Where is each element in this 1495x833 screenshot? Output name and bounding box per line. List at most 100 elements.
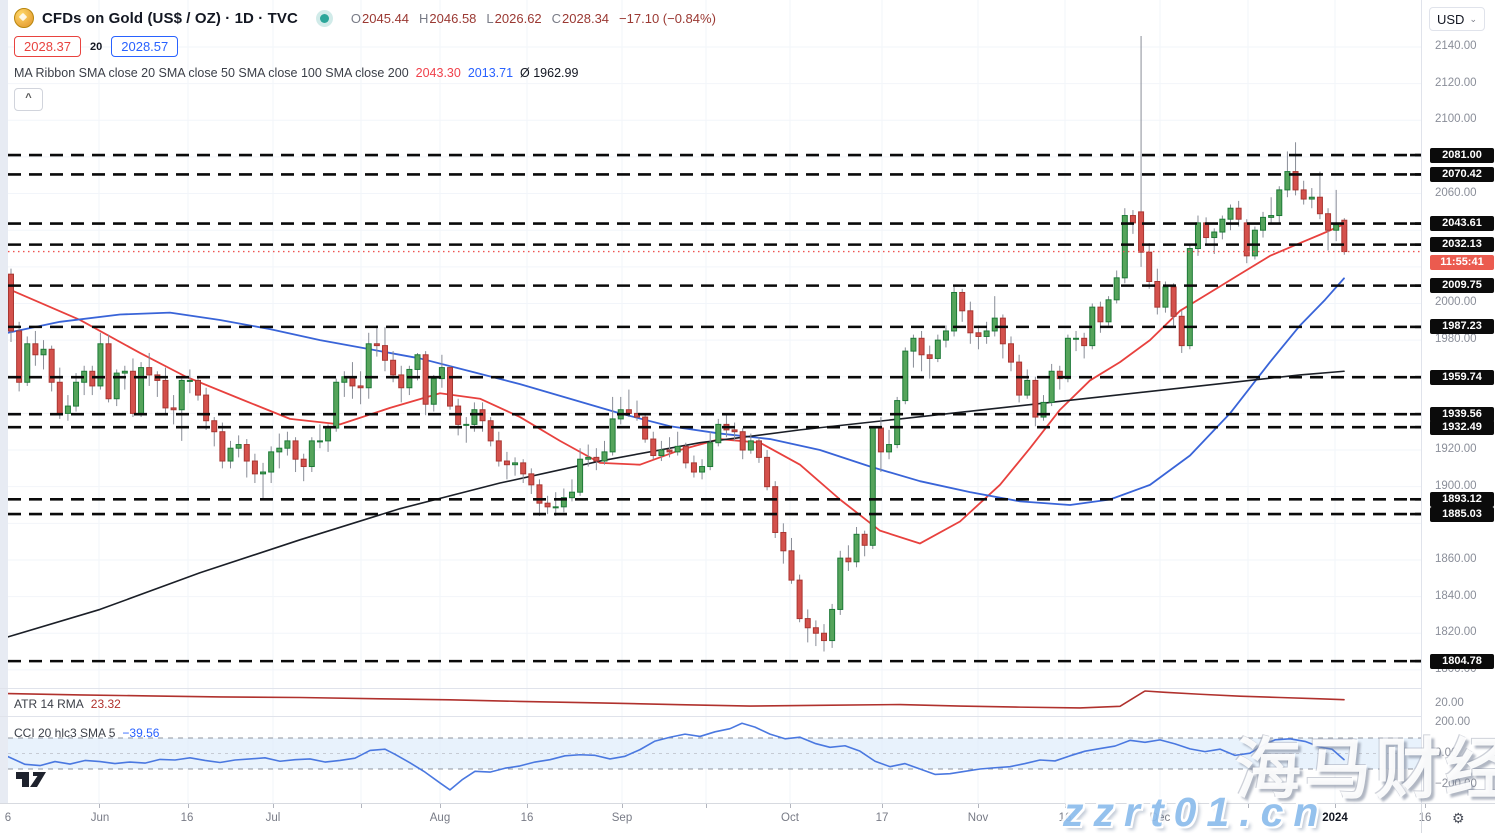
level-axis-tick xyxy=(1410,173,1424,176)
time-axis-label: 16 xyxy=(1058,812,1072,824)
candle xyxy=(837,557,844,610)
pane-separator-atr-cci[interactable] xyxy=(0,716,1495,717)
sma-200-line xyxy=(7,370,1345,638)
time-axis-tick xyxy=(1335,804,1336,808)
candle xyxy=(593,456,600,462)
gear-icon[interactable]: ⚙ xyxy=(1452,810,1465,826)
left-toolbar-strip xyxy=(0,0,8,833)
candle xyxy=(292,440,299,460)
pane-separator-main-atr[interactable] xyxy=(0,688,1495,689)
candle xyxy=(162,379,169,409)
cci-value: −39.56 xyxy=(122,726,160,740)
candle xyxy=(536,484,543,504)
time-axis-tick xyxy=(1425,804,1426,808)
candle xyxy=(682,445,689,464)
candle xyxy=(601,451,608,462)
cci-legend[interactable]: CCI 20 hlc3 SMA 5 −39.56 xyxy=(14,726,159,740)
tradingview-logo[interactable] xyxy=(15,770,49,792)
candle xyxy=(406,368,413,389)
candle xyxy=(1276,189,1283,217)
atr-legend[interactable]: ATR 14 RMA 23.32 xyxy=(14,697,121,711)
cci-line xyxy=(7,722,1345,791)
sell-button[interactable]: 2028.37 xyxy=(14,36,81,57)
price-level-label: 2043.61 xyxy=(1430,216,1494,232)
gold-coin-icon xyxy=(14,8,34,28)
atr-line xyxy=(7,690,1345,709)
time-axis-label: Jul xyxy=(265,812,281,824)
candle xyxy=(812,627,819,634)
price-axis-label: 2140.00 xyxy=(1435,40,1477,52)
low-key: L xyxy=(486,10,494,26)
candle xyxy=(1300,189,1307,200)
time-axis-tick xyxy=(1160,804,1161,808)
buy-button[interactable]: 2028.57 xyxy=(111,36,179,57)
candle xyxy=(1056,370,1063,380)
candle xyxy=(991,317,998,332)
level-axis-tick xyxy=(1410,375,1424,379)
candlesticks xyxy=(8,36,1348,652)
time-axis-label: Sep xyxy=(611,812,633,824)
candle xyxy=(105,343,112,400)
candle xyxy=(967,310,974,334)
candle xyxy=(739,431,746,451)
candle xyxy=(528,473,535,486)
candle xyxy=(690,462,697,473)
close-key: C xyxy=(551,10,562,26)
collapse-legend-button[interactable]: ^ xyxy=(14,88,43,111)
candle xyxy=(821,632,827,642)
candle xyxy=(512,462,519,466)
time-axis-label: Jun xyxy=(90,812,110,824)
candle xyxy=(1048,370,1055,403)
candle xyxy=(138,367,145,414)
market-status-dot[interactable] xyxy=(319,13,329,23)
currency-label: USD xyxy=(1437,11,1465,27)
candle xyxy=(959,291,966,312)
candle xyxy=(1186,248,1193,347)
candle xyxy=(170,407,177,411)
level-axis-tick xyxy=(1410,425,1424,429)
ohlc-values: O2045.44 H2046.58 L2026.62 C2028.34 −17.… xyxy=(351,11,716,26)
candle xyxy=(926,354,933,359)
candle xyxy=(1251,229,1258,257)
ma-ribbon-legend[interactable]: MA Ribbon SMA close 20 SMA close 50 SMA … xyxy=(14,66,716,80)
candle xyxy=(219,431,226,462)
time-axis-tick xyxy=(1248,804,1249,808)
chevron-down-icon: ⌄ xyxy=(1469,13,1477,24)
time-axis-label: Aug xyxy=(429,812,451,824)
price-level-label: 1939.56 xyxy=(1430,406,1494,422)
candle xyxy=(235,444,242,449)
price-axis-label: 1840.00 xyxy=(1435,589,1477,602)
candle xyxy=(1211,231,1218,239)
currency-dropdown[interactable]: USD ⌄ xyxy=(1429,7,1485,31)
level-axis-tick xyxy=(1410,512,1424,516)
price-axis[interactable]: USD ⌄ 2140.002120.002100.002060.002020.0… xyxy=(1421,0,1495,803)
price-axis-label: 2000.00 xyxy=(1435,296,1477,309)
candle xyxy=(1064,337,1071,380)
candle xyxy=(32,343,39,356)
candle xyxy=(1073,337,1080,340)
candle xyxy=(1194,222,1201,250)
candle xyxy=(715,423,722,444)
candle xyxy=(1235,207,1242,220)
candle xyxy=(975,332,982,337)
price-axis-label: 2100.00 xyxy=(1435,113,1477,126)
candle xyxy=(24,343,31,383)
candle xyxy=(422,354,429,405)
candle xyxy=(788,550,795,581)
candle xyxy=(999,317,1006,345)
price-level-label: 1932.49 xyxy=(1430,419,1494,435)
candle xyxy=(796,579,803,620)
candle xyxy=(178,379,185,411)
candle xyxy=(983,330,990,337)
candle xyxy=(934,339,941,359)
candle xyxy=(1227,207,1234,220)
symbol-title[interactable]: CFDs on Gold (US$ / OZ) · 1D · TVC xyxy=(42,9,298,27)
open-key: O xyxy=(350,10,362,26)
level-axis-tick xyxy=(1410,412,1424,416)
time-axis[interactable]: 6 Jun 16 Jul Aug 16 Sep Oct 17 Nov 16 Dec 2024 16 ⚙ xyxy=(0,803,1495,833)
atr-label: ATR 14 RMA xyxy=(14,697,84,711)
time-axis-tick xyxy=(99,804,100,808)
candle xyxy=(1341,219,1348,253)
sma-avg-value: Ø 1962.99 xyxy=(520,66,579,80)
